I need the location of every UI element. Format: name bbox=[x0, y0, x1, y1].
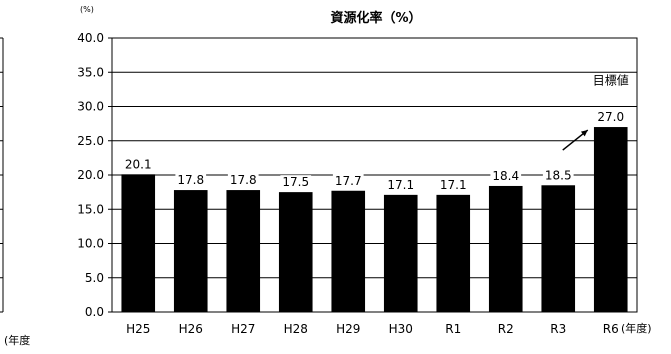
bar-H28 bbox=[278, 192, 313, 312]
bar-R3 bbox=[541, 185, 576, 312]
x-tick-label: H25 bbox=[126, 322, 150, 336]
plot-frame bbox=[111, 37, 638, 313]
value-label-bg bbox=[332, 173, 364, 188]
x-tick-label: R1 bbox=[445, 322, 461, 336]
bar-R1 bbox=[436, 194, 471, 312]
value-label-bg bbox=[227, 173, 259, 188]
x-tick-label: R2 bbox=[498, 322, 514, 336]
value-label-bg bbox=[122, 157, 154, 172]
y-tick-label: 30.0 bbox=[77, 100, 104, 114]
value-label: 17.8 bbox=[230, 173, 257, 187]
value-label-bg bbox=[280, 175, 312, 190]
value-label-bg bbox=[385, 177, 417, 192]
y-tick-label: 5.0 bbox=[85, 271, 104, 285]
target-annotation: 目標値 bbox=[593, 73, 629, 88]
y-tick-label: 40.0 bbox=[77, 31, 104, 45]
value-label-bg bbox=[175, 173, 207, 188]
value-label: 17.8 bbox=[177, 173, 204, 187]
x-tick-label: H27 bbox=[231, 322, 255, 336]
bar-H27 bbox=[226, 190, 261, 312]
y-tick-label: 35.0 bbox=[77, 65, 104, 79]
value-label: 18.4 bbox=[492, 169, 519, 183]
x-tick-label: R6 bbox=[603, 322, 619, 336]
y-tick-label: 25.0 bbox=[77, 134, 104, 148]
x-tick-label: R3 bbox=[550, 322, 566, 336]
annotation-arrow bbox=[562, 129, 589, 151]
value-label: 17.1 bbox=[387, 178, 414, 192]
x-tick-label: H26 bbox=[179, 322, 203, 336]
annotation-arrow-head bbox=[580, 130, 588, 137]
y-tick-label: 10.0 bbox=[77, 237, 104, 251]
bar-R2 bbox=[488, 185, 523, 312]
bar-H26 bbox=[173, 190, 208, 312]
y-axis-ticks: 0.0 5.0 10.0 15.0 20.0 25.0 30.0 35.0 40.0 bbox=[77, 31, 112, 319]
y-axis-unit: (%) bbox=[80, 5, 94, 14]
value-label: 20.1 bbox=[125, 157, 152, 171]
x-tick-label: H29 bbox=[336, 322, 360, 336]
value-labels: 20.1 17.8 17.8 17.5 17.7 17.1 17.1 18.4 18.5 27.0 bbox=[122, 110, 627, 192]
y-tick-label: 20.0 bbox=[77, 168, 104, 182]
x-axis-unit: (年度) bbox=[621, 321, 652, 335]
value-label-bg bbox=[542, 168, 574, 183]
value-label: 17.1 bbox=[440, 178, 467, 192]
y-tick-label: 15.0 bbox=[77, 202, 104, 216]
value-label: 18.5 bbox=[545, 168, 572, 182]
x-tick-label: H30 bbox=[389, 322, 413, 336]
value-label-bg bbox=[437, 177, 469, 192]
left-fragment-unit-label: (年度 bbox=[4, 333, 30, 347]
bar-R6 bbox=[593, 127, 628, 312]
category-labels: H25 H26 H27 H28 H29 H30 R1 R2 R3 R6 bbox=[126, 322, 619, 336]
value-label-bg bbox=[490, 168, 522, 183]
bar-H30 bbox=[383, 194, 418, 312]
value-label: 17.5 bbox=[282, 175, 309, 189]
bar-H29 bbox=[331, 190, 366, 312]
value-label: 17.7 bbox=[335, 174, 362, 188]
chart-title: 資源化率（%） bbox=[330, 10, 421, 26]
y-tick-label: 0.0 bbox=[85, 305, 104, 319]
bars bbox=[121, 127, 628, 312]
value-label: 27.0 bbox=[597, 110, 624, 124]
x-tick-label: H28 bbox=[284, 322, 308, 336]
bar-H25 bbox=[121, 174, 156, 312]
left-fragment-ticks bbox=[0, 37, 3, 313]
value-label-bg bbox=[595, 110, 627, 125]
